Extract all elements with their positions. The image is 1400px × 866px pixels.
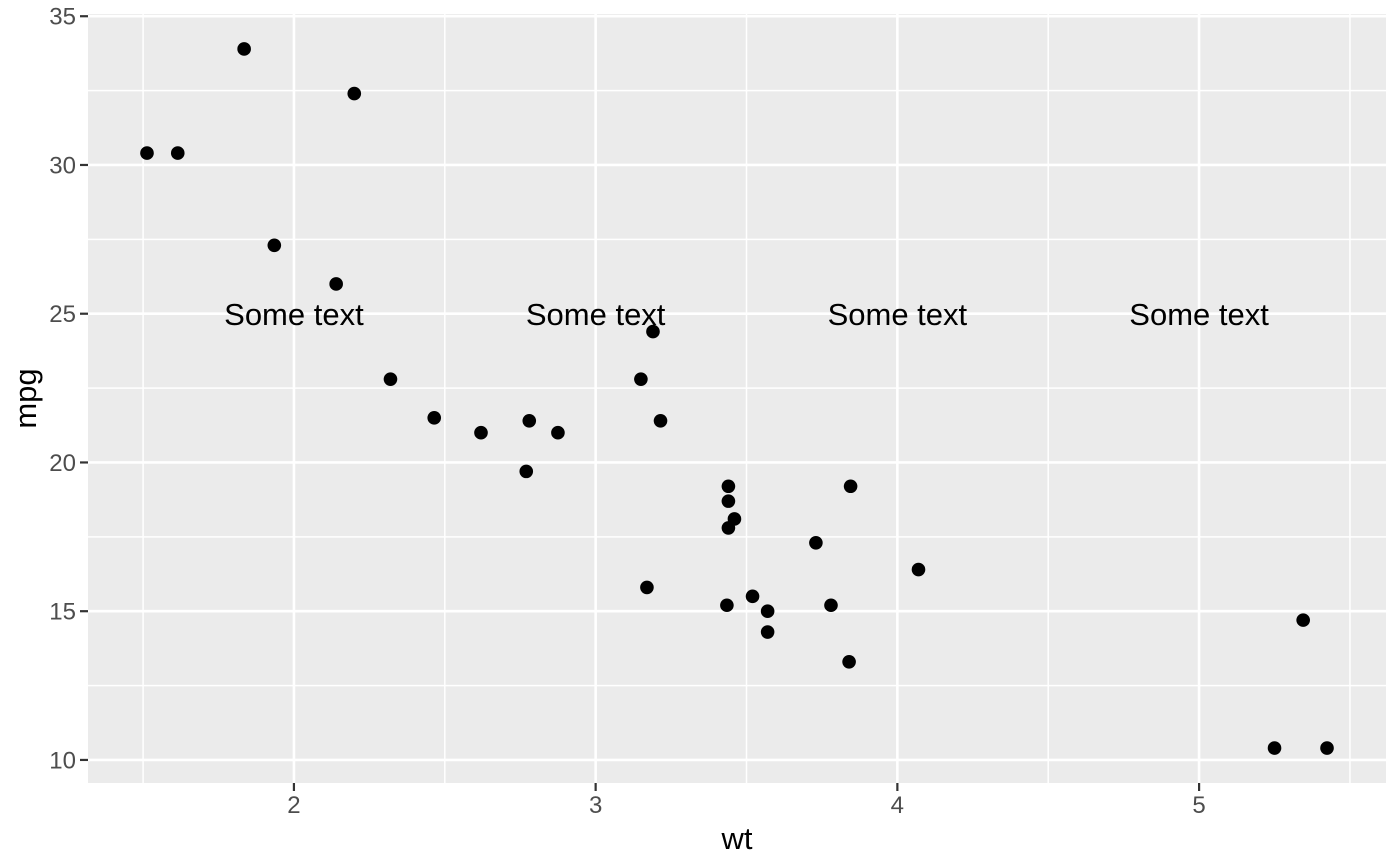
data-point — [653, 414, 668, 428]
tick-label-y: 35 — [49, 4, 76, 31]
tick-label-x: 5 — [1192, 792, 1205, 819]
gridlines-major — [88, 14, 1386, 783]
data-point — [474, 425, 488, 440]
text-annotations: Some text Some text Some text Some text — [224, 297, 1269, 332]
data-point — [1267, 741, 1282, 755]
data-point — [809, 535, 823, 550]
data-point — [140, 146, 154, 160]
tick-label-y: 30 — [49, 152, 76, 179]
data-point — [427, 411, 442, 425]
data-point — [720, 598, 734, 613]
data-point — [170, 146, 185, 160]
plot-panel-background — [88, 14, 1386, 783]
text-annotation: Some text — [526, 297, 666, 332]
tick-label-y: 25 — [49, 301, 76, 328]
text-annotation: Some text — [224, 297, 364, 332]
data-point — [640, 580, 654, 595]
text-annotation: Some text — [828, 297, 968, 332]
data-point — [267, 238, 282, 253]
data-point — [522, 414, 537, 428]
data-point — [646, 324, 660, 339]
x-axis-title: wt — [721, 821, 753, 856]
data-point — [721, 494, 736, 508]
data-point — [745, 589, 760, 604]
text-annotation: Some text — [1129, 297, 1269, 332]
data-point — [1320, 741, 1334, 755]
data-point — [519, 464, 534, 479]
data-point — [347, 86, 362, 101]
data-point — [843, 479, 858, 494]
data-point — [634, 372, 648, 386]
tick-label-x: 4 — [891, 792, 904, 819]
data-point — [760, 604, 775, 619]
data-point — [237, 42, 251, 56]
data-point — [383, 372, 398, 386]
data-point — [1296, 613, 1310, 627]
axis-tick-marks — [80, 15, 1201, 791]
tick-label-x: 2 — [287, 792, 300, 819]
data-point — [721, 521, 736, 535]
data-point — [329, 277, 343, 291]
tick-label-x: 3 — [589, 792, 602, 819]
data-point — [824, 598, 838, 613]
tick-label-y: 15 — [49, 599, 76, 626]
axis-tick-labels: 2 3 4 5 10 15 20 25 30 35 — [49, 4, 1205, 819]
tick-label-y: 20 — [49, 450, 76, 477]
data-point — [551, 425, 565, 440]
tick-label-y: 10 — [49, 747, 76, 774]
data-points — [140, 42, 1334, 755]
data-point — [721, 479, 736, 494]
gridlines-minor — [88, 14, 1386, 783]
data-point — [760, 625, 775, 639]
y-axis-title: mpg — [8, 368, 43, 428]
data-point — [911, 562, 926, 577]
data-point — [842, 654, 856, 669]
